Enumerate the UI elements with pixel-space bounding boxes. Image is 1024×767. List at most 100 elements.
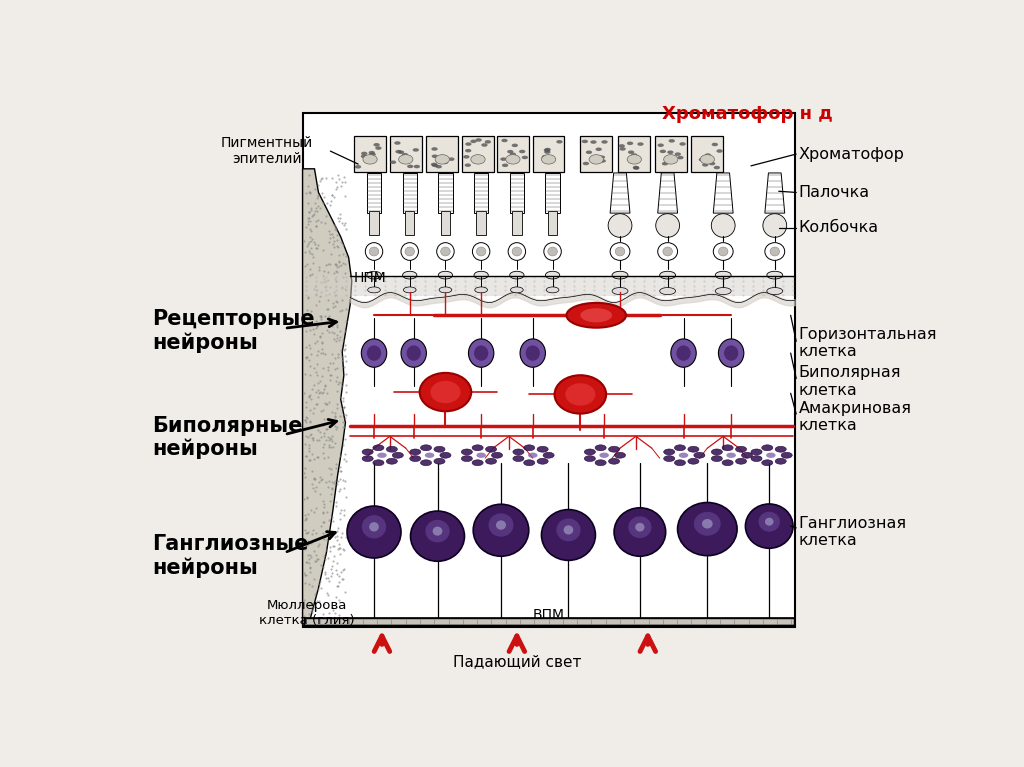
Ellipse shape (408, 165, 414, 168)
Ellipse shape (528, 453, 538, 458)
Ellipse shape (508, 242, 525, 260)
Ellipse shape (759, 512, 780, 532)
Ellipse shape (566, 303, 626, 328)
Bar (581, 137, 612, 172)
Ellipse shape (485, 446, 497, 453)
Ellipse shape (465, 149, 471, 153)
Ellipse shape (402, 272, 417, 279)
Ellipse shape (370, 522, 379, 532)
Ellipse shape (432, 154, 438, 158)
Bar (402, 173, 417, 213)
Ellipse shape (596, 147, 602, 151)
Ellipse shape (612, 288, 628, 295)
Ellipse shape (714, 242, 733, 260)
Ellipse shape (702, 519, 713, 528)
Ellipse shape (362, 449, 373, 455)
Ellipse shape (614, 453, 626, 458)
Ellipse shape (751, 456, 762, 462)
Ellipse shape (420, 373, 471, 411)
Ellipse shape (608, 214, 632, 237)
Ellipse shape (435, 165, 442, 169)
Ellipse shape (484, 140, 492, 143)
Ellipse shape (781, 453, 793, 458)
Polygon shape (657, 173, 678, 213)
Ellipse shape (369, 156, 375, 159)
Ellipse shape (435, 159, 441, 163)
Ellipse shape (767, 288, 782, 295)
Bar (462, 137, 494, 172)
Bar (426, 137, 458, 172)
Ellipse shape (463, 155, 470, 159)
Polygon shape (714, 173, 733, 213)
Bar (390, 137, 422, 172)
Ellipse shape (520, 339, 546, 367)
Text: Пигментный
эпителий: Пигментный эпителий (221, 136, 313, 166)
Text: Колбочка: Колбочка (799, 220, 879, 235)
Ellipse shape (471, 155, 485, 164)
Ellipse shape (496, 520, 506, 530)
Ellipse shape (434, 459, 445, 464)
Ellipse shape (675, 445, 685, 451)
Ellipse shape (659, 272, 676, 279)
Ellipse shape (664, 456, 675, 462)
Ellipse shape (659, 150, 666, 153)
Ellipse shape (610, 242, 630, 260)
Ellipse shape (586, 150, 592, 154)
Ellipse shape (472, 445, 483, 451)
Ellipse shape (472, 242, 489, 260)
Ellipse shape (472, 459, 483, 466)
Ellipse shape (635, 523, 644, 532)
Ellipse shape (583, 162, 589, 166)
Ellipse shape (719, 339, 743, 367)
Bar (510, 173, 524, 213)
Ellipse shape (627, 142, 633, 145)
Ellipse shape (763, 214, 786, 237)
Ellipse shape (502, 139, 508, 142)
Ellipse shape (762, 459, 773, 466)
Ellipse shape (702, 156, 709, 160)
Ellipse shape (726, 453, 736, 458)
Ellipse shape (599, 156, 605, 159)
Ellipse shape (410, 456, 421, 462)
Ellipse shape (724, 345, 738, 360)
Ellipse shape (589, 155, 603, 164)
Bar (655, 137, 687, 172)
Ellipse shape (360, 155, 368, 158)
Ellipse shape (715, 288, 731, 295)
Ellipse shape (361, 152, 368, 155)
Ellipse shape (775, 459, 786, 464)
Ellipse shape (544, 150, 551, 154)
Ellipse shape (659, 288, 676, 295)
Ellipse shape (476, 247, 486, 256)
Ellipse shape (688, 446, 699, 453)
Ellipse shape (563, 525, 573, 535)
Ellipse shape (544, 242, 561, 260)
Ellipse shape (513, 456, 524, 462)
Ellipse shape (715, 272, 731, 279)
Ellipse shape (542, 155, 556, 164)
Bar (304, 276, 794, 296)
Ellipse shape (386, 446, 397, 453)
Ellipse shape (401, 242, 419, 260)
Ellipse shape (449, 157, 455, 161)
Ellipse shape (470, 140, 477, 143)
Ellipse shape (694, 512, 721, 535)
Ellipse shape (523, 445, 535, 451)
Bar (367, 173, 381, 213)
Text: Падающий свет: Падающий свет (453, 654, 581, 669)
Ellipse shape (601, 140, 607, 143)
Ellipse shape (403, 287, 416, 293)
Ellipse shape (525, 345, 540, 360)
Ellipse shape (762, 445, 773, 451)
Ellipse shape (421, 445, 431, 451)
Ellipse shape (355, 165, 361, 169)
Ellipse shape (473, 504, 528, 556)
Ellipse shape (407, 345, 421, 360)
Ellipse shape (367, 272, 381, 279)
Ellipse shape (476, 453, 486, 458)
Ellipse shape (702, 163, 709, 166)
Ellipse shape (585, 449, 595, 455)
Ellipse shape (374, 143, 380, 146)
Bar (438, 173, 453, 213)
Ellipse shape (678, 502, 737, 555)
